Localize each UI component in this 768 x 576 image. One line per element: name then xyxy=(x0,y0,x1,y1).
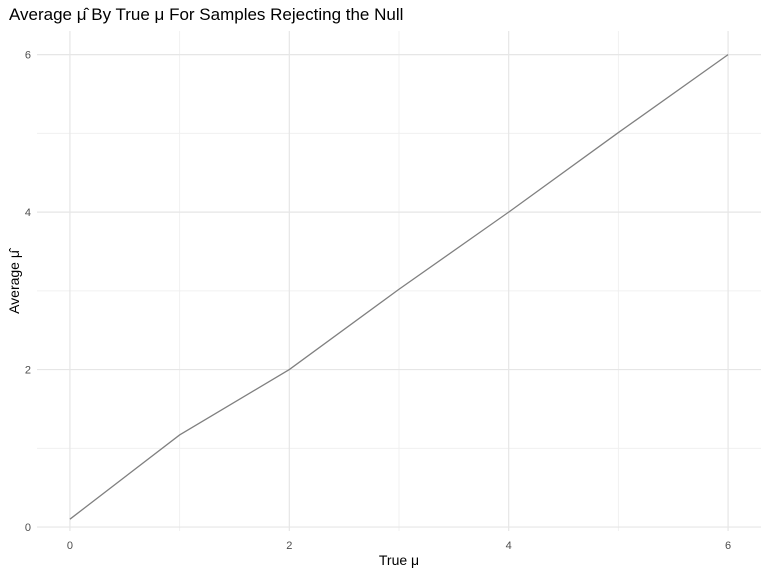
x-tick-label: 0 xyxy=(67,540,73,552)
series-layer xyxy=(69,54,729,520)
y-tick-label: 4 xyxy=(25,207,31,219)
major-gridlines xyxy=(37,31,761,531)
x-tick-label: 2 xyxy=(286,540,292,552)
y-axis-label: Average μ̂ xyxy=(6,250,22,314)
chart-title: Average μ̂ By True μ For Samples Rejecti… xyxy=(9,5,404,24)
y-axis-ticks: 0 2 4 6 xyxy=(25,50,31,534)
x-tick-label: 4 xyxy=(506,540,512,552)
y-tick-label: 0 xyxy=(25,522,31,534)
x-axis-ticks: 0 2 4 6 xyxy=(67,540,731,552)
x-tick-label: 6 xyxy=(725,540,731,552)
y-tick-label: 6 xyxy=(25,50,31,62)
x-axis-label: True μ xyxy=(378,552,420,568)
minor-gridlines xyxy=(37,31,761,531)
y-tick-label: 2 xyxy=(25,365,31,377)
series-line-0 xyxy=(69,54,729,520)
